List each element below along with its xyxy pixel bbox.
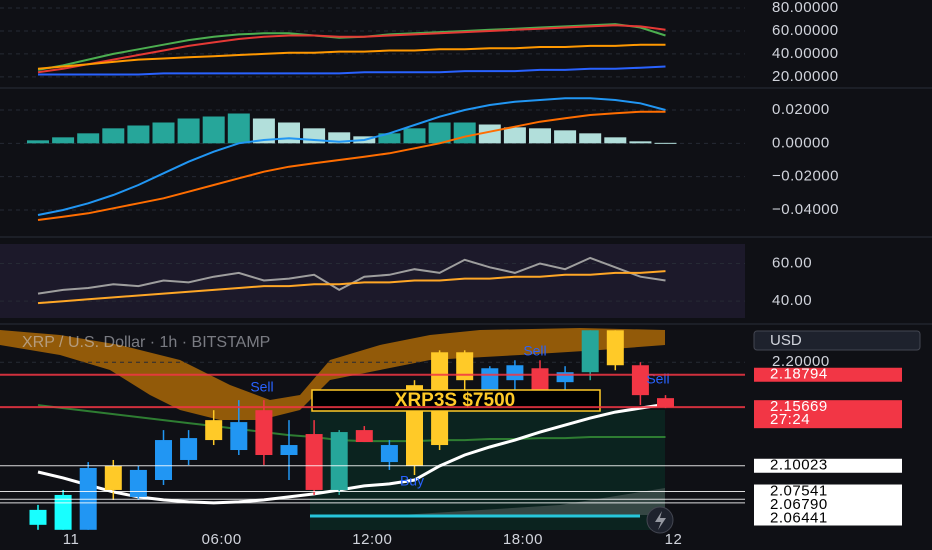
price-label: 2.10023 — [770, 457, 828, 474]
histogram-bar — [252, 118, 275, 144]
candle-body — [305, 434, 323, 490]
y-tick-label: 40.00000 — [772, 45, 839, 62]
y-tick-label: 60.00 — [772, 254, 812, 271]
histogram-bar — [503, 127, 526, 144]
histogram-bar — [27, 140, 49, 144]
candle-body — [631, 365, 649, 396]
candle-body — [29, 509, 47, 525]
histogram-bar — [579, 133, 602, 144]
candle-body — [456, 352, 474, 381]
bolt — [655, 511, 666, 530]
histogram-bar — [278, 122, 300, 144]
y-tick-label: 40.00 — [772, 292, 812, 309]
y-tick-label: 2.20000 — [772, 353, 830, 370]
candle-body — [581, 330, 599, 373]
y-tick-label: −0.04000 — [772, 201, 839, 218]
signal-label: Sell — [250, 379, 273, 395]
price-box — [754, 367, 902, 382]
candle-body — [355, 430, 373, 443]
symbol-title: XRP / U.S. Dollar · 1h · BITSTAMP — [22, 334, 270, 351]
candle-body — [255, 410, 273, 455]
series-line — [37, 24, 666, 74]
histogram-bar — [554, 130, 577, 144]
series-line — [37, 404, 666, 443]
price-box — [754, 400, 902, 429]
candle-body — [129, 469, 147, 497]
candle-body — [104, 465, 122, 490]
histogram-bar — [428, 122, 451, 144]
histogram-bar — [654, 142, 677, 144]
y-tick-label: 0.02000 — [772, 101, 830, 118]
price-box — [754, 458, 902, 473]
y-tick-label: 60.00000 — [772, 22, 839, 39]
histogram-bar — [328, 132, 351, 144]
price-box — [754, 484, 902, 499]
x-tick-label: 11 — [63, 531, 80, 548]
series-line — [37, 110, 666, 221]
histogram-bar — [202, 116, 225, 144]
series-line — [37, 402, 666, 505]
histogram-bar — [77, 133, 100, 144]
y-tick-label: 0.00000 — [772, 134, 830, 151]
y-tick-label: −0.02000 — [772, 168, 839, 185]
series-line — [37, 97, 666, 216]
marks: 80.00000 60.00000 40.00000 20.00000 0.02000 0… — [0, 0, 902, 548]
candle-body — [506, 365, 524, 381]
price-label: 2.06441 — [770, 509, 828, 526]
zone — [310, 410, 665, 530]
histogram-bar — [629, 141, 652, 144]
currency: USD — [770, 332, 802, 349]
candle-body — [330, 432, 348, 490]
currency-box[interactable] — [753, 330, 921, 351]
candle-body — [54, 494, 72, 530]
histogram-bar — [403, 128, 426, 144]
x-tick-label: 06:00 — [202, 531, 242, 548]
x-tick-label: 18:00 — [503, 531, 543, 548]
signal-label: Sell — [646, 371, 669, 387]
volume-profile — [400, 488, 665, 515]
histogram-bar — [453, 122, 476, 144]
annotation-box — [311, 389, 601, 412]
candle-body — [180, 438, 198, 460]
histogram-bar — [529, 128, 551, 144]
price-box — [754, 511, 902, 526]
candle-body — [657, 398, 674, 408]
x-tick-label: 12:00 — [352, 531, 392, 548]
histogram-bar — [127, 125, 150, 144]
histogram-bar — [152, 122, 175, 144]
candle-body — [205, 420, 223, 441]
candle-body — [556, 372, 574, 383]
y-tick-label: 20.00000 — [772, 68, 839, 85]
candle-body — [531, 368, 549, 391]
candle-body — [606, 330, 624, 366]
histogram-bar — [604, 137, 627, 144]
rsi-band — [0, 244, 745, 318]
price-box — [754, 498, 902, 513]
price-label: 2.07541 — [770, 482, 828, 499]
candle-body — [481, 368, 499, 391]
series-line — [38, 65, 666, 76]
histogram-bar — [102, 128, 125, 144]
price-label: 2.18794 — [770, 366, 828, 383]
series-line — [37, 270, 666, 305]
annotation: XRP3S $7500 — [395, 390, 515, 411]
candle-body — [230, 422, 248, 451]
signal-label: Sell — [523, 343, 546, 359]
candle-body — [380, 445, 398, 463]
candle-body — [280, 445, 298, 455]
y-tick-label: 80.00000 — [772, 0, 839, 16]
histogram-bar — [227, 113, 250, 144]
candle-body — [155, 440, 172, 481]
histogram-bar — [52, 137, 75, 144]
price-label: 2.06790 — [770, 496, 828, 513]
x-tick-label: 12 — [665, 531, 683, 548]
countdown: 27:24 — [770, 411, 810, 428]
price-label: 2.15669 — [770, 398, 828, 415]
histogram-bar — [177, 118, 200, 144]
series-line — [37, 43, 666, 70]
histogram-bar — [478, 124, 501, 144]
signal-label: Buy — [400, 473, 424, 489]
histogram-bar — [378, 133, 401, 144]
